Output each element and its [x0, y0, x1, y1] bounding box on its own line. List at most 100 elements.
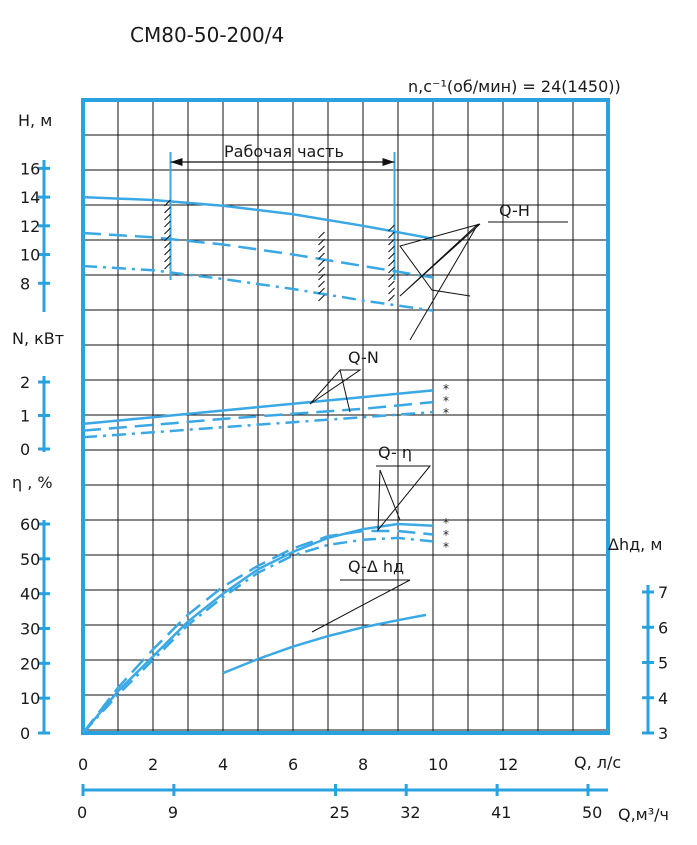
series-line-5	[82, 410, 434, 439]
label-q-npsh: Q-Δ hд	[348, 557, 404, 576]
hatch-mark	[318, 273, 325, 281]
ytick-label-h: 16	[20, 159, 40, 178]
hatch-mark	[388, 252, 395, 260]
ytick-label-h: 8	[20, 274, 30, 293]
leader-q-eta	[376, 465, 432, 532]
hatch-mark	[164, 213, 171, 221]
xtick-label-ls: 8	[358, 755, 368, 774]
ytick-label-npsh: 6	[658, 618, 668, 637]
hatch-mark	[318, 252, 325, 260]
xtick-label-ls: 10	[428, 755, 448, 774]
hatch-mark	[164, 227, 171, 235]
ytick-label-npsh: 4	[658, 689, 668, 708]
plot-frame	[81, 98, 610, 735]
hatch-mark	[388, 280, 395, 288]
hatch-mark	[388, 273, 395, 281]
series-line-3	[82, 389, 434, 426]
xtick-label-m3h: 9	[168, 803, 178, 822]
hatch-mark	[164, 234, 171, 242]
ytick-label-npsh: 7	[658, 583, 668, 602]
series-line-6	[82, 522, 434, 734]
hatch-mark	[164, 248, 171, 256]
ylabel-npsh: Δhд, м	[608, 535, 662, 554]
hatch-mark	[318, 266, 325, 274]
hatch-mark	[318, 280, 325, 288]
hatch-mark	[318, 245, 325, 253]
hatch-mark	[318, 259, 325, 267]
working-zone-arrowhead-right	[382, 158, 395, 166]
xtick-label-m3h: 0	[77, 803, 87, 822]
ytick-label-eta: 30	[20, 620, 40, 639]
leader-q-h-2	[399, 223, 481, 341]
end-mark-eta: *	[443, 528, 449, 542]
series-line-2	[82, 264, 434, 312]
hatch-mark	[164, 241, 171, 249]
hatch-mark	[164, 220, 171, 228]
leader-q-n	[309, 368, 362, 413]
hatch-mark	[388, 294, 395, 302]
hatch-mark	[164, 255, 171, 263]
hatch-mark	[388, 238, 395, 246]
end-mark-n: *	[443, 394, 449, 408]
hatch-mark	[388, 259, 395, 267]
hatch-mark	[388, 245, 395, 253]
annotations: ******	[164, 152, 568, 633]
xlabel-m3h: Q,м³/ч	[618, 805, 669, 824]
hatch-mark	[388, 266, 395, 274]
series-line-4	[82, 400, 434, 432]
label-q-eta: Q- η	[378, 443, 412, 462]
ytick-label-eta: 10	[20, 689, 40, 708]
ytick-label-n: 0	[20, 440, 30, 459]
end-mark-eta: *	[443, 540, 449, 554]
working-zone-arrowhead-left	[170, 158, 183, 166]
xtick-label-ls: 4	[218, 755, 228, 774]
ytick-label-eta: 0	[20, 724, 30, 743]
hatch-mark	[318, 238, 325, 246]
leader-q-h	[399, 223, 481, 297]
ytick-label-eta: 60	[20, 515, 40, 534]
ytick-label-h: 10	[20, 246, 40, 265]
ytick-label-eta: 40	[20, 585, 40, 604]
leader-q-npsh	[311, 579, 411, 633]
ytick-label-n: 2	[20, 373, 30, 392]
hatch-mark	[164, 262, 171, 270]
hatch-mark	[318, 287, 325, 295]
series-line-8	[82, 536, 434, 734]
hatch-mark	[318, 231, 325, 239]
hatch-mark	[388, 287, 395, 295]
label-q-n: Q-N	[348, 348, 379, 367]
ylabel-eta: η , %	[12, 473, 53, 492]
label-q-h: Q-H	[499, 201, 530, 220]
ytick-label-npsh: 3	[658, 724, 668, 743]
end-mark-n: *	[443, 382, 449, 396]
curves	[82, 195, 434, 734]
xtick-label-m3h: 32	[400, 803, 420, 822]
xtick-label-ls: 2	[148, 755, 158, 774]
working-zone-label: Рабочая часть	[224, 142, 344, 161]
series-line-7	[82, 529, 434, 734]
xtick-label-ls: 6	[288, 755, 298, 774]
ytick-label-h: 14	[20, 188, 40, 207]
grid	[83, 100, 608, 733]
xtick-label-m3h: 41	[491, 803, 511, 822]
ylabel-h: H, м	[18, 111, 52, 130]
hatch-mark	[164, 199, 171, 207]
ylabel-n: N, кВт	[12, 329, 64, 348]
hatch-mark	[164, 206, 171, 214]
end-mark-eta: *	[443, 516, 449, 530]
ytick-label-eta: 20	[20, 654, 40, 673]
speed-label: n,c⁻¹(об/мин) = 24(1450))	[408, 77, 621, 96]
hatch-mark	[388, 224, 395, 232]
xtick-label-m3h: 25	[330, 803, 350, 822]
series-line-0	[82, 195, 434, 240]
hatch-mark	[318, 294, 325, 302]
chart-title: СМ80-50-200/4	[130, 23, 284, 47]
series-line-9	[222, 613, 427, 675]
series-line-1	[82, 231, 434, 279]
end-mark-n: *	[443, 406, 449, 420]
xlabel-ls: Q, л/с	[574, 753, 621, 772]
xtick-label-ls: 12	[498, 755, 518, 774]
hatch-mark	[388, 231, 395, 239]
